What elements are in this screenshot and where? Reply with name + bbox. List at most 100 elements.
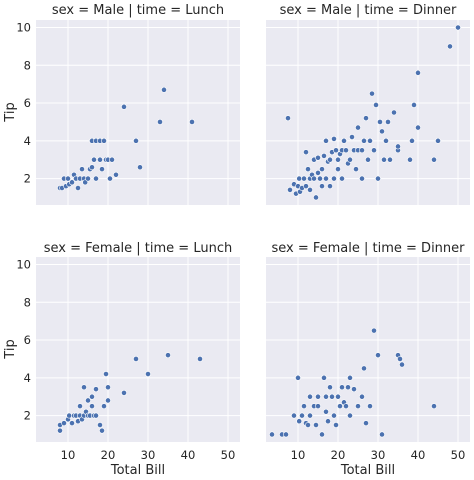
scatter-points (57, 352, 203, 434)
data-point (391, 109, 397, 116)
data-point (343, 403, 349, 410)
data-point (343, 147, 349, 154)
y-tick-label: 6 (24, 333, 31, 347)
data-point (375, 352, 381, 359)
data-point (65, 175, 71, 182)
x-tick-label: 40 (181, 448, 196, 462)
x-tick-label: 40 (411, 448, 426, 462)
data-point (305, 422, 311, 428)
data-point (283, 431, 289, 438)
data-point (313, 194, 319, 201)
y-tick-label: 8 (24, 58, 31, 72)
data-point (359, 175, 365, 182)
scatter-points (57, 86, 195, 191)
data-point (411, 102, 417, 108)
y-tick-label: 4 (24, 371, 31, 385)
data-point (105, 397, 111, 404)
x-tick-label: 20 (101, 448, 116, 462)
data-point (447, 43, 453, 50)
gridlines (266, 20, 470, 205)
data-point (93, 386, 99, 393)
data-point (361, 137, 367, 144)
y-tick-labels-bottom: 2 4 6 8 10 (16, 258, 31, 423)
data-point (363, 115, 369, 122)
data-point (165, 352, 171, 359)
data-point (93, 412, 99, 419)
data-point (415, 69, 421, 76)
data-point (323, 137, 329, 144)
panel-background (266, 20, 470, 205)
data-point (435, 137, 441, 144)
data-point (299, 412, 305, 419)
panel-male-lunch: sex = Male | time = Lunch (36, 3, 240, 205)
x-tick-labels-left: 10 20 30 40 50 (61, 448, 236, 462)
data-point (339, 175, 345, 182)
data-point (133, 356, 139, 362)
data-point (315, 154, 321, 161)
data-point (347, 156, 353, 163)
data-point (301, 403, 307, 410)
data-point (301, 175, 307, 182)
x-tick-label: 30 (141, 448, 156, 462)
x-tick-label: 10 (61, 448, 76, 462)
data-point (107, 175, 113, 182)
data-point (341, 137, 347, 144)
data-point (91, 156, 97, 163)
data-point (307, 393, 313, 400)
data-point (345, 384, 351, 391)
data-point (319, 166, 325, 173)
y-tick-label: 10 (16, 21, 31, 35)
data-point (317, 175, 323, 182)
data-point (93, 175, 99, 182)
data-point (137, 164, 143, 171)
data-point (347, 412, 353, 419)
panel-background (36, 257, 240, 442)
data-point (337, 403, 343, 410)
data-point (381, 156, 387, 163)
x-tick-label: 50 (451, 448, 466, 462)
data-point (313, 422, 319, 428)
data-point (327, 183, 333, 190)
data-point (331, 412, 337, 419)
data-point (335, 156, 341, 163)
data-point (103, 371, 109, 377)
x-tick-label: 30 (371, 448, 386, 462)
y-tick-label: 8 (24, 295, 31, 309)
data-point (97, 156, 103, 163)
data-point (79, 166, 85, 173)
data-point (296, 175, 303, 182)
panel-background (36, 20, 240, 205)
data-point (89, 403, 95, 410)
data-point (89, 393, 95, 400)
data-point (113, 171, 119, 178)
data-point (385, 119, 391, 125)
data-point (387, 156, 393, 163)
data-point (371, 327, 377, 334)
data-point (379, 128, 385, 135)
y-tick-label: 6 (24, 96, 31, 110)
data-point (319, 183, 325, 190)
x-tick-label: 20 (331, 448, 346, 462)
data-point (109, 156, 115, 163)
data-point (359, 393, 365, 400)
data-point (361, 365, 367, 372)
data-point (347, 374, 353, 381)
x-axis-label-right: Total Bill (340, 463, 395, 478)
data-point (287, 186, 293, 193)
data-point (105, 384, 111, 391)
data-point (371, 147, 377, 154)
data-point (373, 102, 379, 108)
data-point (367, 137, 373, 144)
data-point (367, 403, 373, 410)
data-point (85, 397, 91, 404)
data-point (145, 371, 151, 377)
data-point (303, 149, 309, 156)
data-point (323, 175, 329, 182)
data-point (351, 386, 357, 393)
data-point (307, 186, 313, 193)
data-point (363, 420, 369, 427)
data-point (333, 422, 339, 428)
data-point (85, 175, 91, 182)
data-point (189, 119, 195, 125)
